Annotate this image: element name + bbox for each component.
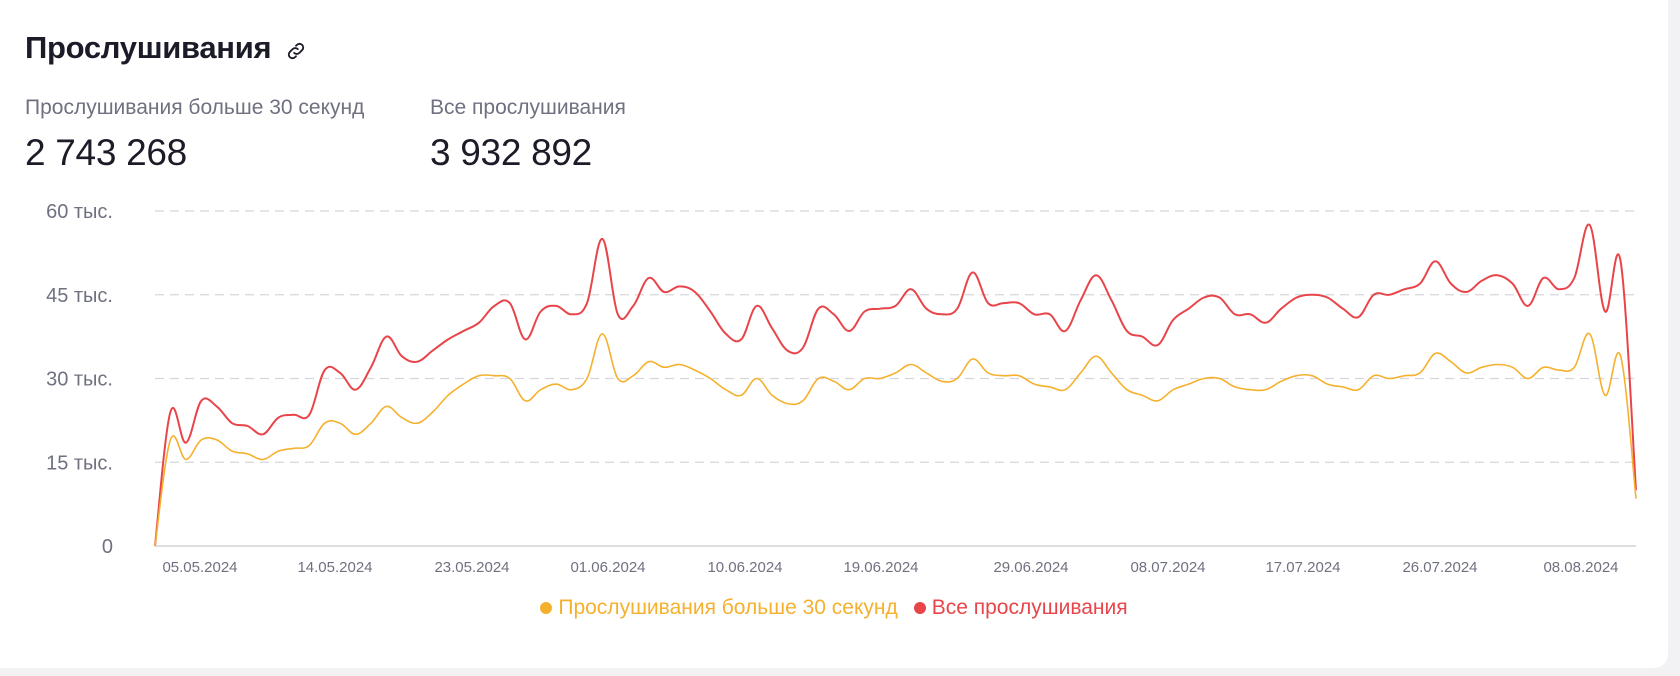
y-tick-label: 60 тыс. — [46, 201, 113, 223]
legend-item-all[interactable]: Все прослушивания — [913, 596, 1128, 620]
x-tick-label: 10.06.2024 — [707, 559, 782, 576]
legend-dot-all — [913, 602, 926, 614]
chart-svg: 0 15 тыс. 30 тыс. 45 тыс. 60 тыс. 05.05.2024 1… — [46, 201, 1637, 576]
legend-dot-over30 — [540, 602, 553, 614]
x-tick-label: 23.05.2024 — [434, 559, 509, 576]
x-tick-label: 19.06.2024 — [843, 559, 918, 576]
x-tick-label: 01.06.2024 — [570, 559, 645, 576]
card-header: Прослушивания — [25, 30, 307, 66]
legend-label-all: Все прослушивания — [931, 596, 1128, 619]
y-tick-label: 15 тыс. — [46, 452, 113, 474]
x-tick-label: 08.08.2024 — [1543, 559, 1618, 576]
stat-value: 2 743 268 — [25, 132, 187, 173]
legend-item-over30[interactable]: Прослушивания больше 30 секунд — [540, 596, 898, 620]
x-tick-label: 14.05.2024 — [297, 559, 372, 576]
x-tick-label: 08.07.2024 — [1130, 559, 1205, 576]
stat-label: Все прослушивания — [430, 96, 626, 119]
x-tick-label: 29.06.2024 — [993, 559, 1068, 576]
x-tick-label: 26.07.2024 — [1402, 559, 1477, 576]
series-line-over30 — [154, 332, 1637, 547]
link-icon[interactable] — [285, 40, 307, 62]
x-tick-label: 17.07.2024 — [1265, 559, 1340, 576]
x-tick-label: 05.05.2024 — [162, 559, 237, 576]
y-tick-label: 30 тыс. — [46, 369, 113, 391]
card-title: Прослушивания — [25, 30, 272, 65]
line-chart: 0 15 тыс. 30 тыс. 45 тыс. 60 тыс. 05.05.2024 1… — [0, 190, 1668, 650]
stat-label: Прослушивания больше 30 секунд — [25, 96, 365, 119]
series-line-all — [154, 223, 1637, 547]
chart-legend: Прослушивания больше 30 секунд Все просл… — [0, 596, 1668, 620]
y-tick-label: 0 — [102, 536, 113, 558]
stat-over30: Прослушивания больше 30 секунд 2 743 268 — [25, 96, 364, 174]
stat-value: 3 932 892 — [430, 132, 592, 173]
legend-label-over30: Прослушивания больше 30 секунд — [558, 596, 898, 619]
stat-all: Все прослушивания 3 932 892 — [430, 96, 626, 174]
y-tick-label: 45 тыс. — [46, 285, 113, 307]
